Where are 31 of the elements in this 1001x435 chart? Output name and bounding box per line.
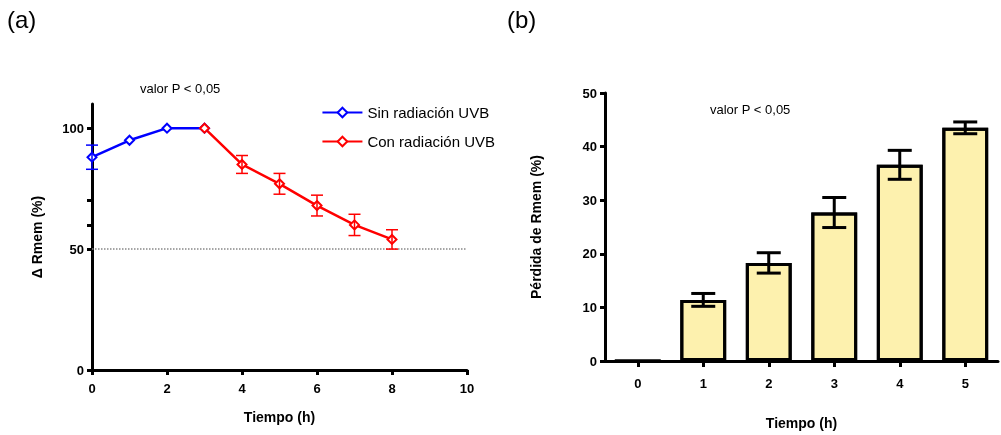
x-axis-title: Tiempo (h) xyxy=(243,409,316,425)
y-tick-label: 10 xyxy=(582,299,597,315)
annotation: valor P < 0,05 xyxy=(710,102,791,117)
legend-label: Con radiación UVB xyxy=(367,133,496,150)
chart-title: (b) xyxy=(507,5,537,33)
chart-title: (a) xyxy=(7,5,37,33)
x-tick-label: 0 xyxy=(88,381,96,396)
x-axis-title: Tiempo (h) xyxy=(765,415,838,431)
x-tick-label: 0 xyxy=(634,376,642,391)
y-tick-label: 0 xyxy=(76,362,84,378)
y-tick-label: 100 xyxy=(62,120,84,136)
x-tick-label: 6 xyxy=(313,381,321,396)
text: valor P < 0,05 xyxy=(140,81,221,96)
y-tick-label: 30 xyxy=(582,192,597,208)
x-tick-label: 4 xyxy=(896,376,905,391)
x-tick-label: 2 xyxy=(163,381,171,396)
y-tick-label: 50 xyxy=(69,241,84,257)
y-tick-label: 0 xyxy=(589,353,597,369)
x-tick-label: 5 xyxy=(961,376,969,391)
y-axis-title: Δ Rmem (%) xyxy=(29,195,45,279)
x-tick-label: 8 xyxy=(388,381,396,396)
x-tick-label: 3 xyxy=(830,376,838,391)
x-tick-label: 10 xyxy=(459,381,475,396)
x-tick-label: 2 xyxy=(765,376,773,391)
x-tick-label: 4 xyxy=(238,381,247,396)
x-tick-label: 1 xyxy=(699,376,707,391)
y-tick-label: 50 xyxy=(582,85,597,101)
y-tick-label: 20 xyxy=(582,246,597,262)
legend-label: Sin radiación UVB xyxy=(367,104,490,121)
y-tick-label: 40 xyxy=(582,139,597,155)
y-axis-title: Pérdida de Rmem (%) xyxy=(528,155,544,299)
